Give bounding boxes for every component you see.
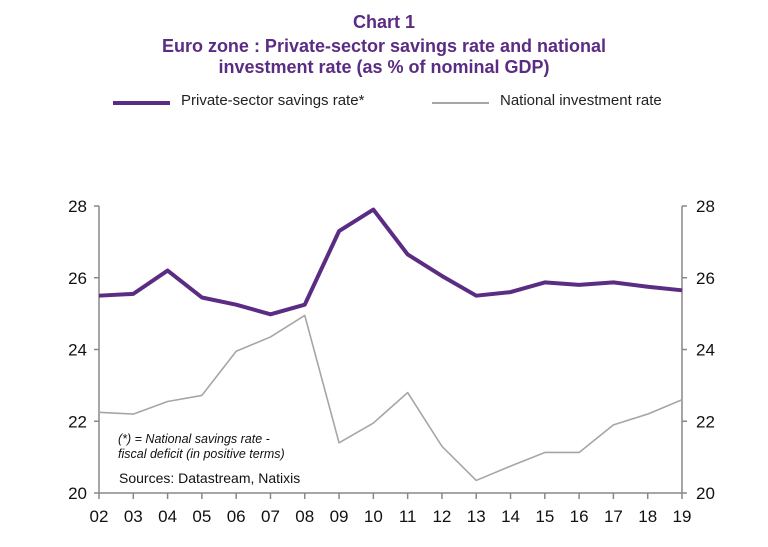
chart-subtitle-line-1: Euro zone : Private-sector savings rate … — [161, 36, 607, 56]
legend-swatch-investment — [432, 102, 489, 104]
x-tick-label: 02 — [90, 507, 109, 526]
x-tick-label: 17 — [604, 507, 623, 526]
note-line-1: (*) = National savings rate - — [118, 432, 270, 446]
x-tick-label: 09 — [330, 507, 349, 526]
x-tick-label: 11 — [399, 507, 417, 526]
x-tick-label: 10 — [364, 507, 383, 526]
x-tick-label: 18 — [638, 507, 657, 526]
series-line-investment — [98, 314, 683, 482]
x-tick-label: 15 — [535, 507, 554, 526]
chart-subtitle-line-2: investment rate (as % of nominal GDP) — [218, 57, 550, 77]
source-text: Sources: Datastream, Natixis — [119, 470, 301, 486]
x-tick-label: 14 — [501, 507, 520, 526]
x-tick-label: 06 — [227, 507, 246, 526]
y-tick-label-right: 28 — [696, 197, 715, 216]
y-tick-label-left: 28 — [68, 197, 87, 216]
y-tick-label-left: 22 — [68, 412, 87, 431]
x-tick-label: 07 — [261, 507, 280, 526]
legend-label-investment: National investment rate — [500, 92, 662, 109]
y-tick-label-left: 24 — [68, 341, 87, 360]
y-tick-label-right: 22 — [696, 412, 715, 431]
y-tick-label-right: 24 — [696, 341, 715, 360]
x-tick-label: 03 — [124, 507, 143, 526]
x-tick-label: 13 — [467, 507, 486, 526]
legend-label-savings: Private-sector savings rate* — [181, 92, 365, 109]
x-tick-label: 05 — [192, 507, 211, 526]
series-line-savings — [98, 207, 683, 317]
x-tick-label: 12 — [432, 507, 451, 526]
x-tick-label: 04 — [158, 507, 177, 526]
y-tick-label-right: 26 — [696, 269, 715, 288]
note-line-2: fiscal deficit (in positive terms) — [118, 447, 285, 461]
y-tick-label-left: 26 — [68, 269, 87, 288]
chart-title: Chart 1 — [352, 12, 415, 32]
x-tick-label: 08 — [295, 507, 314, 526]
x-tick-label: 16 — [570, 507, 589, 526]
x-tick-label: 19 — [673, 507, 692, 526]
y-tick-label-left: 20 — [68, 484, 87, 503]
legend-swatch-savings — [113, 101, 170, 105]
y-tick-label-right: 20 — [696, 484, 715, 503]
